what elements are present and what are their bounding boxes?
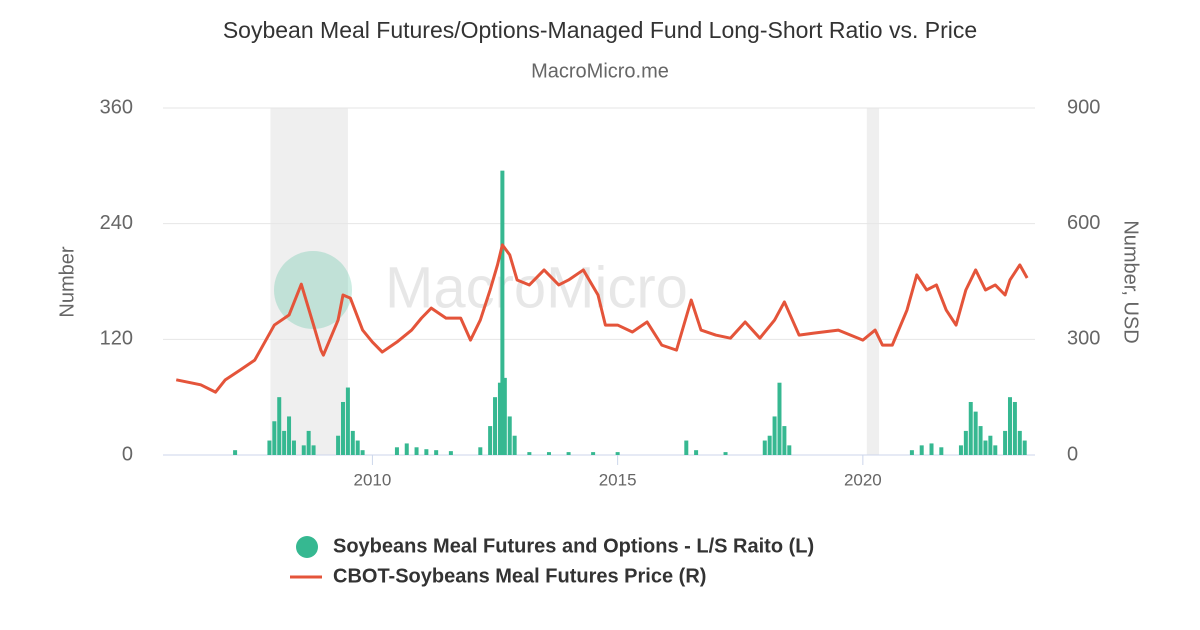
bar — [968, 401, 973, 455]
x-tick-label: 2015 — [599, 470, 637, 489]
y-tick-label: 0 — [122, 443, 133, 465]
bar — [434, 450, 439, 455]
bar — [350, 430, 355, 455]
legend: Soybeans Meal Futures and Options - L/S … — [290, 535, 814, 587]
y-tick-label: 120 — [100, 328, 133, 350]
bar — [306, 430, 311, 455]
bar — [360, 450, 365, 455]
bar — [1017, 430, 1022, 455]
bar — [1012, 401, 1017, 455]
bar — [787, 445, 792, 455]
chart-title: Soybean Meal Futures/Options-Managed Fun… — [223, 17, 977, 43]
bar — [500, 170, 505, 455]
y2-axis-label: Number, USD — [1120, 220, 1142, 343]
bar — [233, 450, 238, 455]
x-tick-label: 2020 — [844, 470, 882, 489]
shaded-range — [866, 108, 880, 455]
bar — [394, 447, 399, 455]
bar — [777, 382, 782, 455]
bar — [311, 445, 316, 455]
legend-marker — [296, 536, 318, 558]
bar — [1022, 440, 1027, 455]
y-tick-label: 360 — [100, 96, 133, 118]
chart-subtitle: MacroMicro.me — [531, 60, 669, 82]
bar — [723, 452, 728, 455]
bar — [988, 435, 993, 455]
bar — [772, 416, 777, 455]
bar — [963, 430, 968, 455]
x-tick-label: 2010 — [354, 470, 392, 489]
bar — [919, 445, 924, 455]
y-tick-label: 240 — [100, 212, 133, 234]
bar — [1007, 397, 1012, 455]
bar — [287, 416, 292, 455]
bar — [291, 440, 296, 455]
y-axis-label: Number — [56, 246, 78, 317]
bar — [527, 452, 532, 455]
bar — [512, 435, 517, 455]
bar — [767, 435, 772, 455]
bar — [909, 450, 914, 455]
bar — [404, 443, 409, 455]
bar — [301, 445, 306, 455]
bar — [355, 440, 360, 455]
bar — [983, 440, 988, 455]
bar — [782, 426, 787, 455]
bar — [591, 452, 596, 455]
bar — [993, 445, 998, 455]
bar — [277, 397, 282, 455]
bar — [478, 447, 483, 455]
bar — [546, 452, 551, 455]
bar — [973, 411, 978, 455]
bar — [978, 426, 983, 455]
y2-tick-label: 600 — [1067, 212, 1100, 234]
bar — [615, 452, 620, 455]
bar — [336, 435, 341, 455]
price-line — [175, 243, 1029, 394]
bar — [939, 447, 944, 455]
bar — [424, 449, 429, 455]
bar — [493, 397, 498, 455]
bar — [507, 416, 512, 455]
bar — [340, 401, 345, 455]
legend-label: Soybeans Meal Futures and Options - L/S … — [333, 535, 814, 557]
legend-label: CBOT-Soybeans Meal Futures Price (R) — [333, 565, 706, 587]
watermark-logo — [274, 251, 352, 329]
bar — [684, 440, 689, 455]
bar — [272, 421, 277, 455]
bar — [1003, 430, 1008, 455]
bar — [929, 443, 934, 455]
y2-tick-label: 0 — [1067, 443, 1078, 465]
bar — [345, 387, 350, 455]
bar — [488, 426, 493, 455]
bar — [762, 440, 767, 455]
bar — [958, 445, 963, 455]
bar — [282, 430, 287, 455]
bar — [497, 382, 502, 455]
shaded-range — [270, 108, 348, 455]
bar — [694, 450, 699, 455]
bar — [448, 451, 453, 455]
bar — [267, 440, 272, 455]
bar — [502, 377, 507, 455]
bar — [566, 452, 571, 455]
y2-tick-label: 300 — [1067, 328, 1100, 350]
bar — [414, 447, 419, 455]
y2-tick-label: 900 — [1067, 96, 1100, 118]
